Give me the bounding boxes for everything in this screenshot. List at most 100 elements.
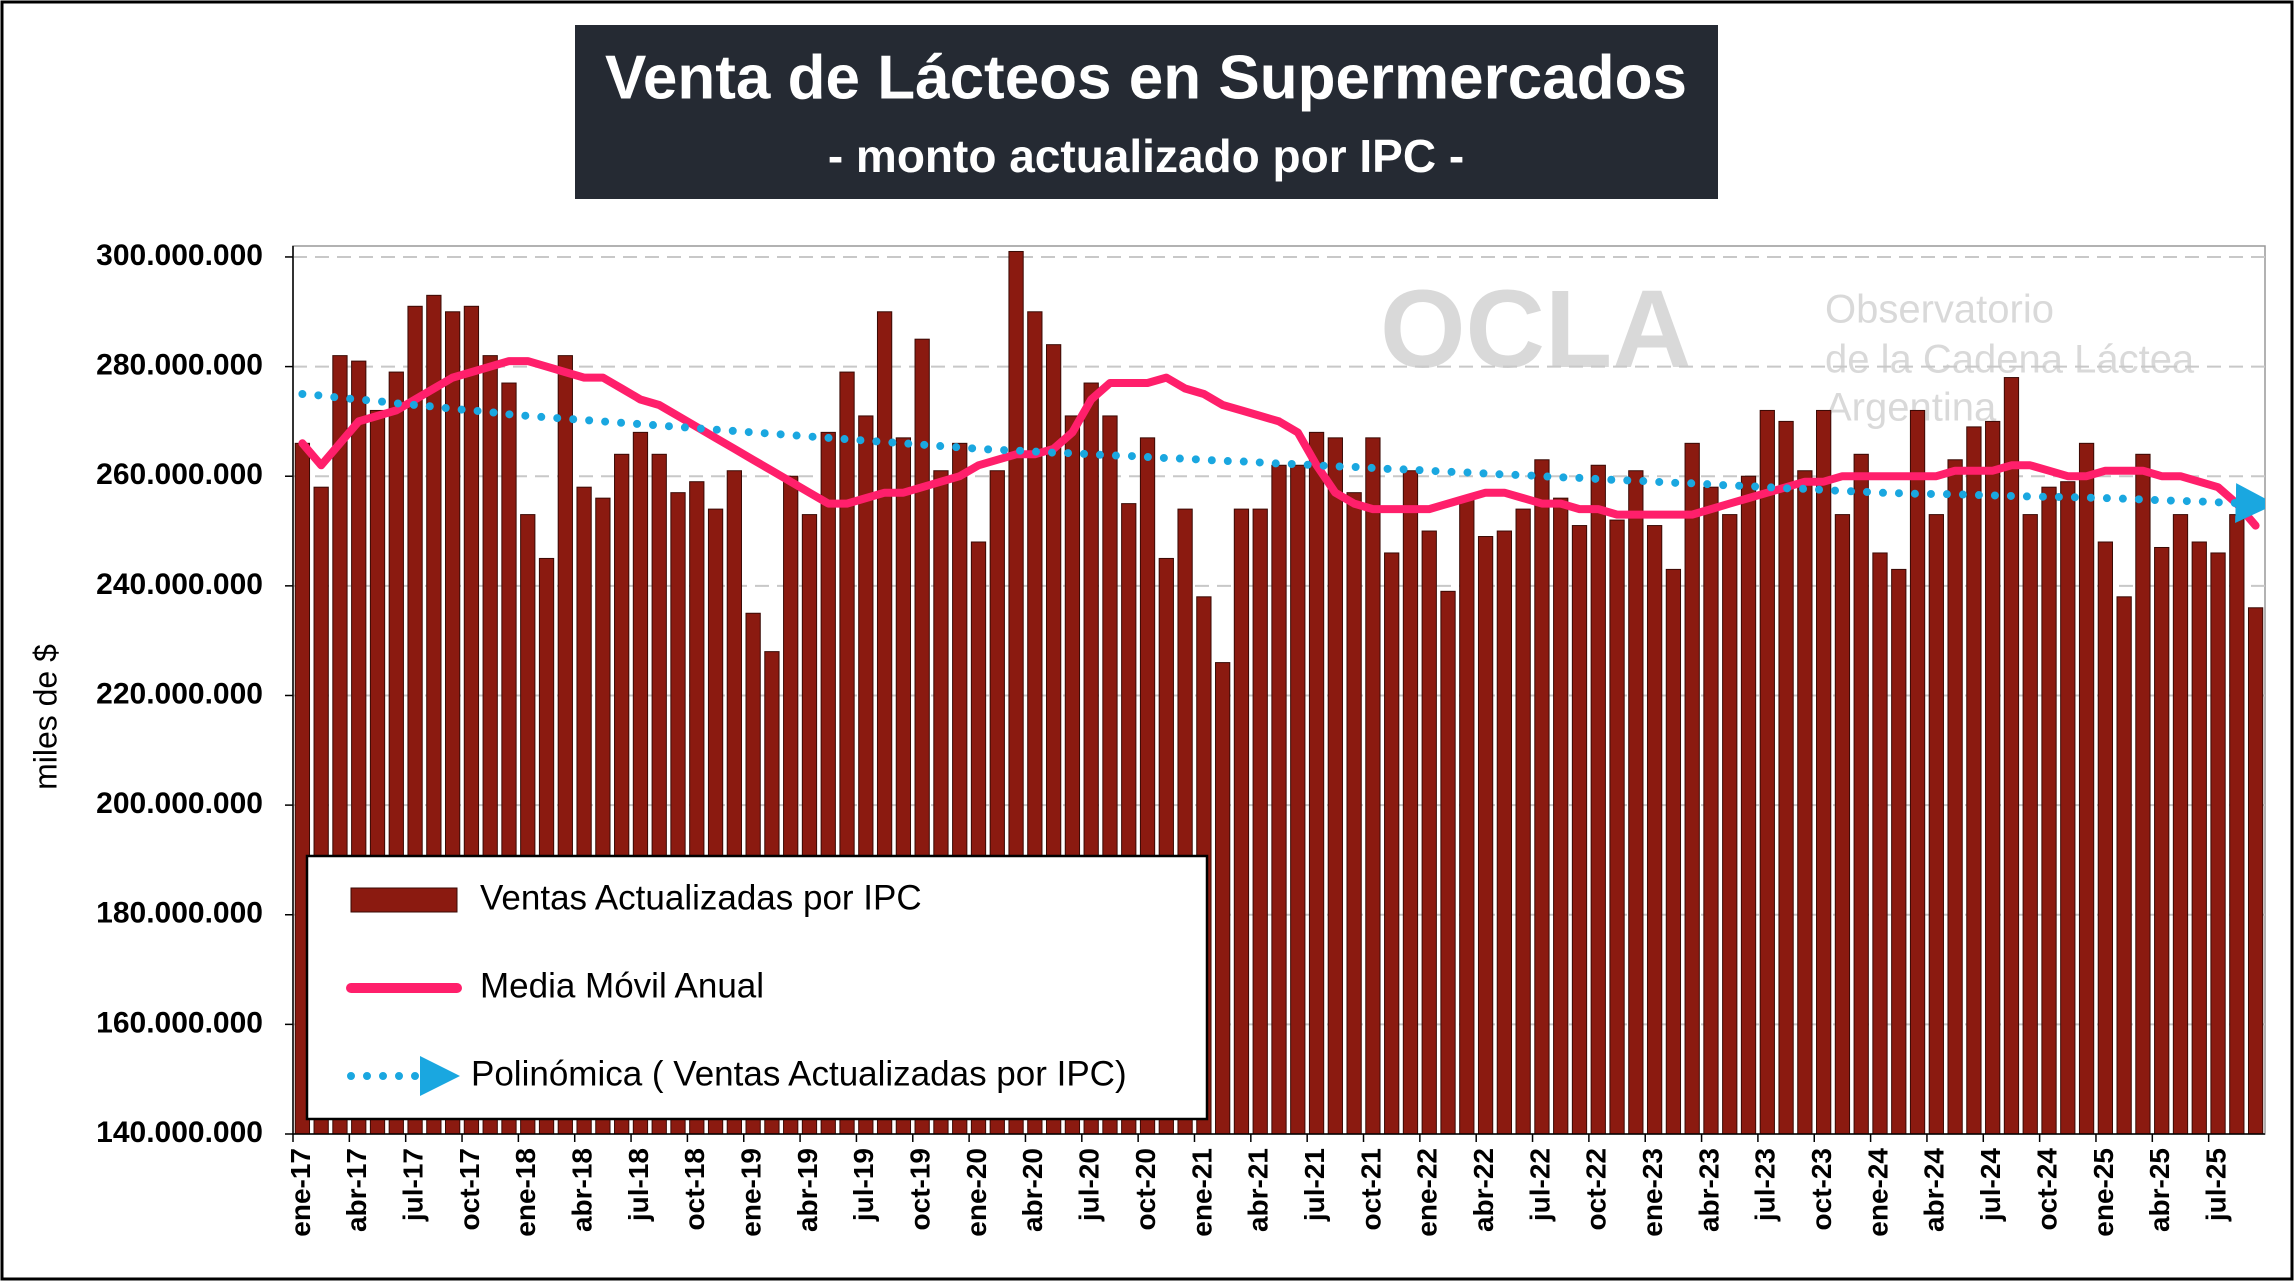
bar [1402, 470, 1419, 1134]
bar [1703, 486, 1719, 1134]
bar [1797, 470, 1813, 1134]
chart-title: Venta de Lácteos en Supermercados [605, 43, 1687, 112]
x-tick-label: oct-21 [1355, 1148, 1386, 1230]
chart-subtitle: - monto actualizado por IPC - [828, 130, 1464, 182]
x-tick-label: abr-17 [341, 1148, 372, 1232]
bar [2003, 377, 2020, 1134]
bar [1740, 475, 1757, 1134]
bar [1628, 470, 1644, 1134]
x-tick-label: ene-22 [1412, 1148, 1443, 1237]
bar [1853, 453, 1869, 1134]
y-tick-label: 240.000.000 [96, 568, 263, 601]
bar [1534, 459, 1550, 1134]
bar [1233, 508, 1250, 1134]
y-axis-title: miles de $ [27, 644, 63, 790]
x-tick-label: oct-22 [1581, 1148, 1612, 1230]
legend: Ventas Actualizadas por IPC Media Móvil A… [305, 854, 1209, 1121]
bar [2229, 514, 2245, 1134]
x-tick-label: abr-21 [1243, 1148, 1274, 1232]
bar [1985, 420, 2001, 1134]
legend-label: Polinómica ( Ventas Actualizadas por IPC… [471, 1054, 1127, 1093]
bar [2210, 552, 2226, 1134]
y-tick-label: 180.000.000 [96, 897, 263, 930]
bar [1477, 536, 1494, 1134]
y-tick-label: 280.000.000 [96, 349, 263, 382]
x-tick-label: abr-23 [1693, 1148, 1724, 1232]
bar [1590, 464, 1606, 1134]
y-tick-label: 220.000.000 [96, 677, 263, 710]
legend-label: Ventas Actualizadas por IPC [480, 878, 922, 917]
bar [1459, 497, 1475, 1134]
bar [1947, 459, 1963, 1134]
bar [1665, 568, 1682, 1134]
bar [1872, 552, 1888, 1134]
moving-average-line [298, 357, 2260, 530]
bar [1816, 409, 1832, 1134]
bar [1271, 464, 1287, 1134]
watermark-text: de la Cadena Láctea [1825, 338, 2195, 382]
x-tick-label: abr-18 [566, 1148, 597, 1232]
bar [1928, 514, 1944, 1134]
x-tick-label: jul-22 [1524, 1148, 1555, 1222]
bar [2078, 442, 2095, 1134]
x-tick-label: jul-19 [848, 1148, 879, 1222]
x-tick-label: oct-18 [679, 1148, 710, 1230]
trend-line [298, 390, 2265, 524]
bar [1496, 530, 1513, 1134]
bar [1327, 437, 1343, 1134]
bar [2116, 596, 2132, 1134]
watermark-logo: OCLA [1380, 268, 1692, 391]
x-tick-label: oct-24 [2031, 1148, 2062, 1231]
bar [1515, 508, 1531, 1134]
bar [1609, 519, 1625, 1134]
x-tick-label: oct-20 [1130, 1148, 1161, 1230]
bar [2154, 546, 2170, 1134]
x-tick-label: jul-17 [397, 1148, 428, 1222]
bar [1571, 525, 1588, 1134]
bar [1778, 420, 1794, 1134]
x-tick-label: jul-18 [623, 1148, 654, 1222]
x-tick-label: jul-21 [1299, 1148, 1330, 1222]
y-tick-label: 140.000.000 [96, 1116, 263, 1149]
bar [1308, 431, 1325, 1134]
x-tick-label: ene-24 [1862, 1148, 1893, 1237]
bar [1215, 662, 1231, 1134]
bar [2041, 486, 2057, 1134]
bar [1684, 442, 1700, 1134]
x-tick-label: ene-23 [1637, 1148, 1668, 1237]
x-tick-label: abr-24 [1919, 1148, 1950, 1232]
y-tick-label: 260.000.000 [96, 458, 263, 491]
bar [1722, 514, 1738, 1134]
x-tick-label: jul-20 [1074, 1148, 1105, 1222]
x-tick-label: oct-23 [1806, 1148, 1837, 1230]
x-tick-label: oct-17 [454, 1148, 485, 1230]
x-tick-label: abr-20 [1017, 1148, 1048, 1232]
bar [1646, 525, 1663, 1134]
legend-label: Media Móvil Anual [480, 966, 764, 1005]
x-tick-label: abr-19 [792, 1148, 823, 1232]
lines [298, 357, 2265, 530]
bar [1346, 492, 1362, 1134]
x-tick-label: jul-23 [1750, 1148, 1781, 1222]
x-tick-label: ene-17 [285, 1148, 316, 1237]
x-tick-label: ene-19 [736, 1148, 767, 1237]
bar [2247, 607, 2264, 1134]
bar [1440, 590, 1456, 1134]
bar [2022, 514, 2038, 1134]
x-tick-label: abr-25 [2144, 1148, 2175, 1232]
bar [2191, 541, 2207, 1134]
y-tick-label: 300.000.000 [96, 239, 263, 272]
bar [1966, 426, 1982, 1134]
x-tick-label: ene-18 [510, 1148, 541, 1237]
x-tick-label: ene-21 [1186, 1148, 1217, 1237]
bar [1365, 437, 1381, 1134]
watermark: OCLA Observatorio de la Cadena Láctea Ar… [1380, 268, 2195, 430]
legend-swatch [350, 887, 458, 913]
x-tick-label: jul-25 [2200, 1148, 2231, 1222]
bar [1553, 497, 1569, 1134]
bar [1290, 464, 1306, 1134]
bar [1759, 409, 1775, 1134]
bar [1909, 409, 1926, 1134]
x-tick-label: oct-19 [905, 1148, 936, 1230]
